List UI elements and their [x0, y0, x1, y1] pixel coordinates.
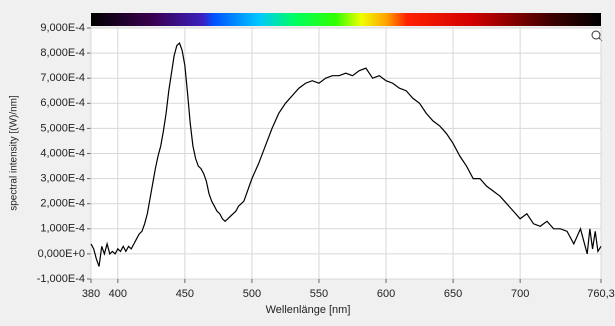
y-tick-label: 6,000E-4: [40, 97, 85, 109]
x-tick-label: 500: [243, 288, 261, 300]
x-tick-label: 400: [109, 288, 127, 300]
y-tick-label: 8,000E-4: [40, 47, 85, 59]
spectrum-line: [90, 41, 602, 267]
x-tick-label: 700: [511, 288, 529, 300]
spectrum-bar: [91, 13, 601, 26]
x-axis-label: Wellenlänge [nm]: [266, 304, 351, 316]
y-axis-label: spectral intensity [(W)/nm]: [9, 95, 20, 211]
y-tick-label: 5,000E-4: [40, 122, 85, 134]
y-tick-label: 2,000E-4: [40, 198, 85, 210]
x-tick-label: 600: [377, 288, 395, 300]
y-tick-label: 1,000E-4: [40, 223, 85, 235]
y-tick-label: -1,000E-4: [37, 273, 85, 285]
y-tick-label: 7,000E-4: [40, 72, 85, 84]
x-tick-label: 550: [310, 288, 328, 300]
y-tick-label: 4,000E-4: [40, 147, 85, 159]
x-tick-label: 650: [444, 288, 462, 300]
y-tick-label: 9,000E-4: [40, 22, 85, 34]
y-tick-label: 0,000E+0: [38, 248, 85, 260]
x-tick-label: 450: [176, 288, 194, 300]
x-tick-label: 760,3: [587, 288, 615, 300]
x-tick-label: 380: [82, 288, 100, 300]
y-tick-label: 3,000E-4: [40, 173, 85, 185]
